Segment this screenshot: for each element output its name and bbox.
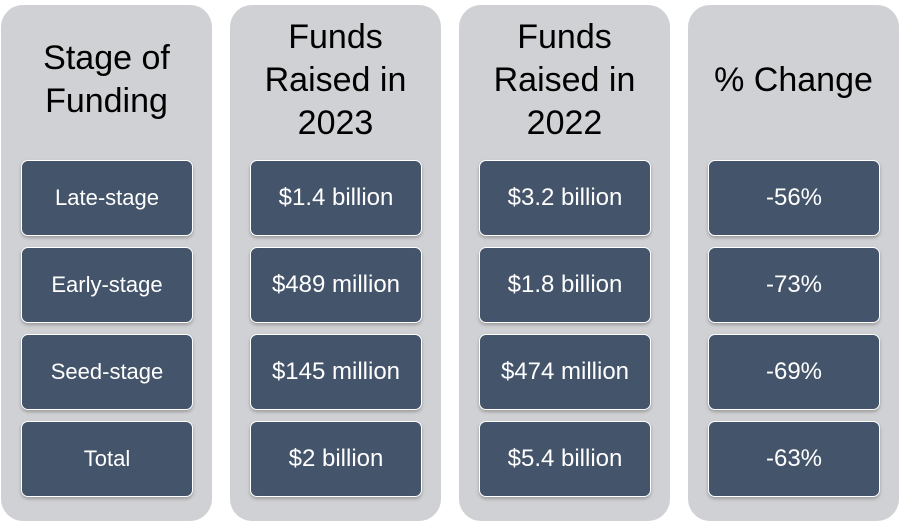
column-header: Funds Raised in 2023: [264, 17, 407, 142]
cell-change-seed-stage: -69%: [708, 334, 880, 410]
cell-late-stage-label: Late-stage: [21, 160, 193, 236]
column-header: % Change: [714, 60, 873, 99]
column-funds-raised-2022: Funds Raised in 2022 $3.2 billion $1.8 b…: [459, 5, 670, 521]
cell-2022-seed-stage: $474 million: [479, 334, 651, 410]
cell-seed-stage-label: Seed-stage: [21, 334, 193, 410]
cell-total-label: Total: [21, 421, 193, 497]
cell-change-total: -63%: [708, 421, 880, 497]
cell-2023-seed-stage: $145 million: [250, 334, 422, 410]
column-percent-change: % Change -56% -73% -69% -63%: [688, 5, 899, 521]
cell-2023-total: $2 billion: [250, 421, 422, 497]
cell-2022-total: $5.4 billion: [479, 421, 651, 497]
cell-change-late-stage: -56%: [708, 160, 880, 236]
column-header: Stage of Funding: [43, 39, 170, 120]
cell-early-stage-label: Early-stage: [21, 247, 193, 323]
column-stage-of-funding: Stage of Funding Late-stage Early-stage …: [1, 5, 212, 521]
cell-2022-late-stage: $3.2 billion: [479, 160, 651, 236]
column-header: Funds Raised in 2022: [493, 17, 636, 142]
cell-change-early-stage: -73%: [708, 247, 880, 323]
column-funds-raised-2023: Funds Raised in 2023 $1.4 billion $489 m…: [230, 5, 441, 521]
cell-2022-early-stage: $1.8 billion: [479, 247, 651, 323]
cell-2023-late-stage: $1.4 billion: [250, 160, 422, 236]
cell-2023-early-stage: $489 million: [250, 247, 422, 323]
